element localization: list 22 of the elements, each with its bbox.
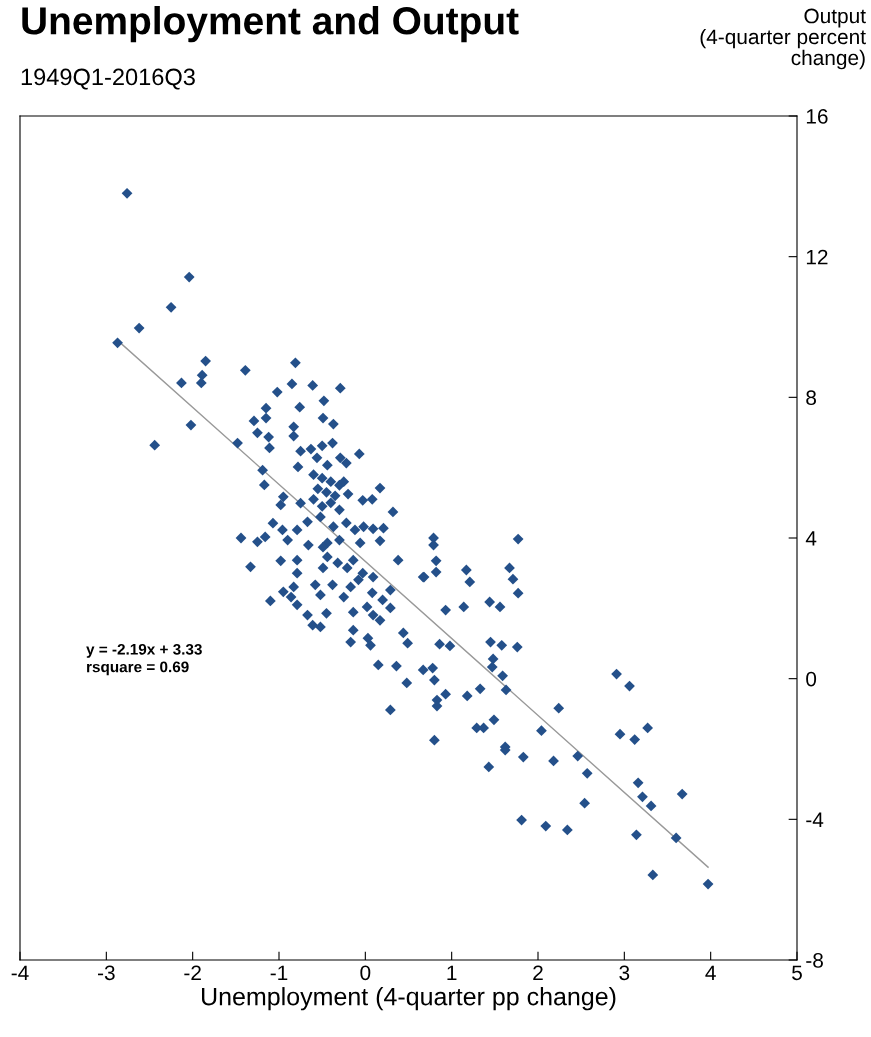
chart-subtitle: 1949Q1-2016Q3 — [21, 68, 195, 90]
x-tick-label: 0 — [360, 965, 371, 981]
x-tick-label: -1 — [270, 965, 288, 980]
y-tick-label: -8 — [806, 953, 823, 968]
y-tick-label: -4 — [806, 812, 824, 827]
y-tick-label: 12 — [806, 249, 828, 265]
x-tick-label: 5 — [792, 965, 802, 981]
y-tick-label: 8 — [806, 390, 817, 406]
y-tick-label: 0 — [806, 671, 817, 687]
y-axis-title: Output (4-quarter percent change) — [700, 8, 866, 70]
x-tick-label: 2 — [533, 965, 543, 980]
x-tick-label: -4 — [11, 965, 29, 980]
x-tick-label: 1 — [447, 965, 457, 980]
x-tick-label: -3 — [98, 965, 115, 981]
annotation: y = -2.19x + 3.33 rsquare = 0.69 — [86, 643, 202, 676]
chart-title: Unemployment and Output — [22, 6, 519, 43]
y-tick-label: 16 — [806, 109, 828, 124]
x-tick-label: -2 — [184, 965, 201, 980]
x-tick-label: 3 — [619, 965, 630, 981]
x-tick-label: 4 — [705, 965, 716, 980]
y-tick-label: 4 — [805, 531, 817, 546]
x-axis-title: Unemployment (4-quarter pp change) — [202, 987, 616, 1011]
